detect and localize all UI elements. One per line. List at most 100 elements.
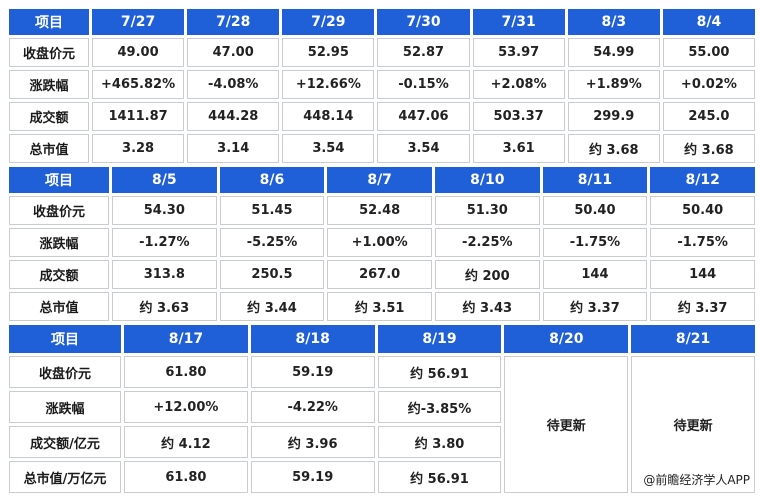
- data-table: 项目 8/17 8/18 8/19 8/20 8/21 收盘价元 61.80 59.19 约 56…: [6, 322, 758, 496]
- cell: 245.0: [662, 102, 755, 131]
- cell: 约 3.37: [650, 292, 755, 321]
- row-label: 成交额/亿元: [9, 426, 121, 458]
- row-label: 涨跌幅: [9, 228, 109, 257]
- cell: -1.75%: [650, 228, 755, 257]
- cell: 267.0: [327, 260, 432, 289]
- data-row: 涨跌幅 +12.00% -4.22% 约-3.85%: [9, 391, 755, 423]
- cell: 3.14: [187, 134, 280, 163]
- header-cell: 项目: [9, 325, 121, 353]
- header-cell: 项目: [9, 9, 89, 35]
- cell: 约 56.91: [377, 356, 502, 388]
- cell: 144: [650, 260, 755, 289]
- cell: 约 3.96: [250, 426, 375, 458]
- header-cell: 8/12: [650, 167, 755, 193]
- cell: 61.80: [124, 461, 248, 493]
- cell: 53.97: [472, 38, 565, 67]
- cell: 144: [542, 260, 648, 289]
- cell: 50.40: [542, 196, 648, 225]
- data-row: 总市值/万亿元 61.80 59.19 约 56.91: [9, 461, 755, 493]
- cell: +465.82%: [92, 70, 185, 99]
- data-row: 涨跌幅 -1.27% -5.25% +1.00% -2.25% -1.75% -1.75%: [9, 228, 755, 257]
- cell: +2.08%: [472, 70, 565, 99]
- cell: 52.87: [377, 38, 470, 67]
- cell: +1.89%: [567, 70, 660, 99]
- cell: 47.00: [187, 38, 280, 67]
- cell: 约 3.68: [662, 134, 755, 163]
- cell: 约 3.37: [542, 292, 648, 321]
- data-row: 收盘价元 54.30 51.45 52.48 51.30 50.40 50.40: [9, 196, 755, 225]
- cell: -2.25%: [434, 228, 540, 257]
- data-row: 收盘价元 49.00 47.00 52.95 52.87 53.97 54.99 55.00: [9, 38, 755, 67]
- cell: 59.19: [250, 461, 375, 493]
- cell: 55.00: [662, 38, 755, 67]
- cell: 503.37: [472, 102, 565, 131]
- cell: 51.45: [219, 196, 325, 225]
- header-row: 项目 8/17 8/18 8/19 8/20 8/21: [9, 325, 755, 353]
- cell: 54.99: [567, 38, 660, 67]
- header-cell: 8/18: [250, 325, 375, 353]
- cell: -0.15%: [377, 70, 470, 99]
- cell: 约 3.44: [219, 292, 325, 321]
- row-label: 收盘价元: [9, 38, 89, 67]
- cell: 3.54: [377, 134, 470, 163]
- cell: 250.5: [219, 260, 325, 289]
- row-label: 收盘价元: [9, 356, 121, 388]
- header-cell: 8/10: [434, 167, 540, 193]
- data-row: 总市值 3.28 3.14 3.54 3.54 3.61 约 3.68 约 3.68: [9, 134, 755, 163]
- data-row: 成交额 1411.87 444.28 448.14 447.06 503.37 299.9 2…: [9, 102, 755, 131]
- header-cell: 8/20: [504, 325, 629, 353]
- cell: 约 3.68: [567, 134, 660, 163]
- header-cell: 8/19: [377, 325, 502, 353]
- header-cell: 8/3: [567, 9, 660, 35]
- data-table: 项目 8/5 8/6 8/7 8/10 8/11 8/12 收盘价元 54.30 51.45 52.…: [6, 164, 758, 324]
- header-cell: 8/7: [327, 167, 432, 193]
- cell: +0.02%: [662, 70, 755, 99]
- row-label: 成交额: [9, 102, 89, 131]
- cell: 约-3.85%: [377, 391, 502, 423]
- header-cell: 项目: [9, 167, 109, 193]
- header-cell: 8/11: [542, 167, 648, 193]
- cell: 51.30: [434, 196, 540, 225]
- header-cell: 7/28: [187, 9, 280, 35]
- cell: -4.22%: [250, 391, 375, 423]
- row-label: 成交额: [9, 260, 109, 289]
- cell: 49.00: [92, 38, 185, 67]
- cell: 52.95: [282, 38, 375, 67]
- cell: 约 3.63: [112, 292, 217, 321]
- header-cell: 8/4: [662, 9, 755, 35]
- cell: 约 3.80: [377, 426, 502, 458]
- header-cell: 8/21: [631, 325, 755, 353]
- footer: @前瞻经济学人APP: [643, 473, 750, 487]
- cell: 约 200: [434, 260, 540, 289]
- row-label: 涨跌幅: [9, 70, 89, 99]
- header-cell: 8/17: [124, 325, 248, 353]
- pending-cell: 待更新: [504, 356, 629, 493]
- cell: -1.27%: [112, 228, 217, 257]
- row-label: 总市值: [9, 134, 89, 163]
- cell: 约 4.12: [124, 426, 248, 458]
- header-cell: 8/6: [219, 167, 325, 193]
- cell: 54.30: [112, 196, 217, 225]
- data-table: 项目 7/27 7/28 7/29 7/30 7/31 8/3 8/4 收盘价元 49.00 47.…: [6, 6, 758, 166]
- cell: 299.9: [567, 102, 660, 131]
- cell: 约 56.91: [377, 461, 502, 493]
- pending-cell: 待更新: [631, 356, 755, 493]
- header-row: 项目 8/5 8/6 8/7 8/10 8/11 8/12: [9, 167, 755, 193]
- header-cell: 7/31: [472, 9, 565, 35]
- data-row: 成交额 313.8 250.5 267.0 约 200 144 144: [9, 260, 755, 289]
- cell: +12.00%: [124, 391, 248, 423]
- cell: 3.54: [282, 134, 375, 163]
- cell: 1411.87: [92, 102, 185, 131]
- cell: +12.66%: [282, 70, 375, 99]
- cell: 59.19: [250, 356, 375, 388]
- cell: 52.48: [327, 196, 432, 225]
- cell: 3.61: [472, 134, 565, 163]
- header-row: 项目 7/27 7/28 7/29 7/30 7/31 8/3 8/4: [9, 9, 755, 35]
- cell: 448.14: [282, 102, 375, 131]
- cell: 50.40: [650, 196, 755, 225]
- data-row: 总市值约 3.63 约 3.44 约 3.51 约 3.43 约 3.37 约 3.37: [9, 292, 755, 321]
- row-label: 收盘价元: [9, 196, 109, 225]
- data-row: 涨跌幅 +465.82% -4.08% +12.66% -0.15% +2.08% +1.8…: [9, 70, 755, 99]
- cell: 444.28: [187, 102, 280, 131]
